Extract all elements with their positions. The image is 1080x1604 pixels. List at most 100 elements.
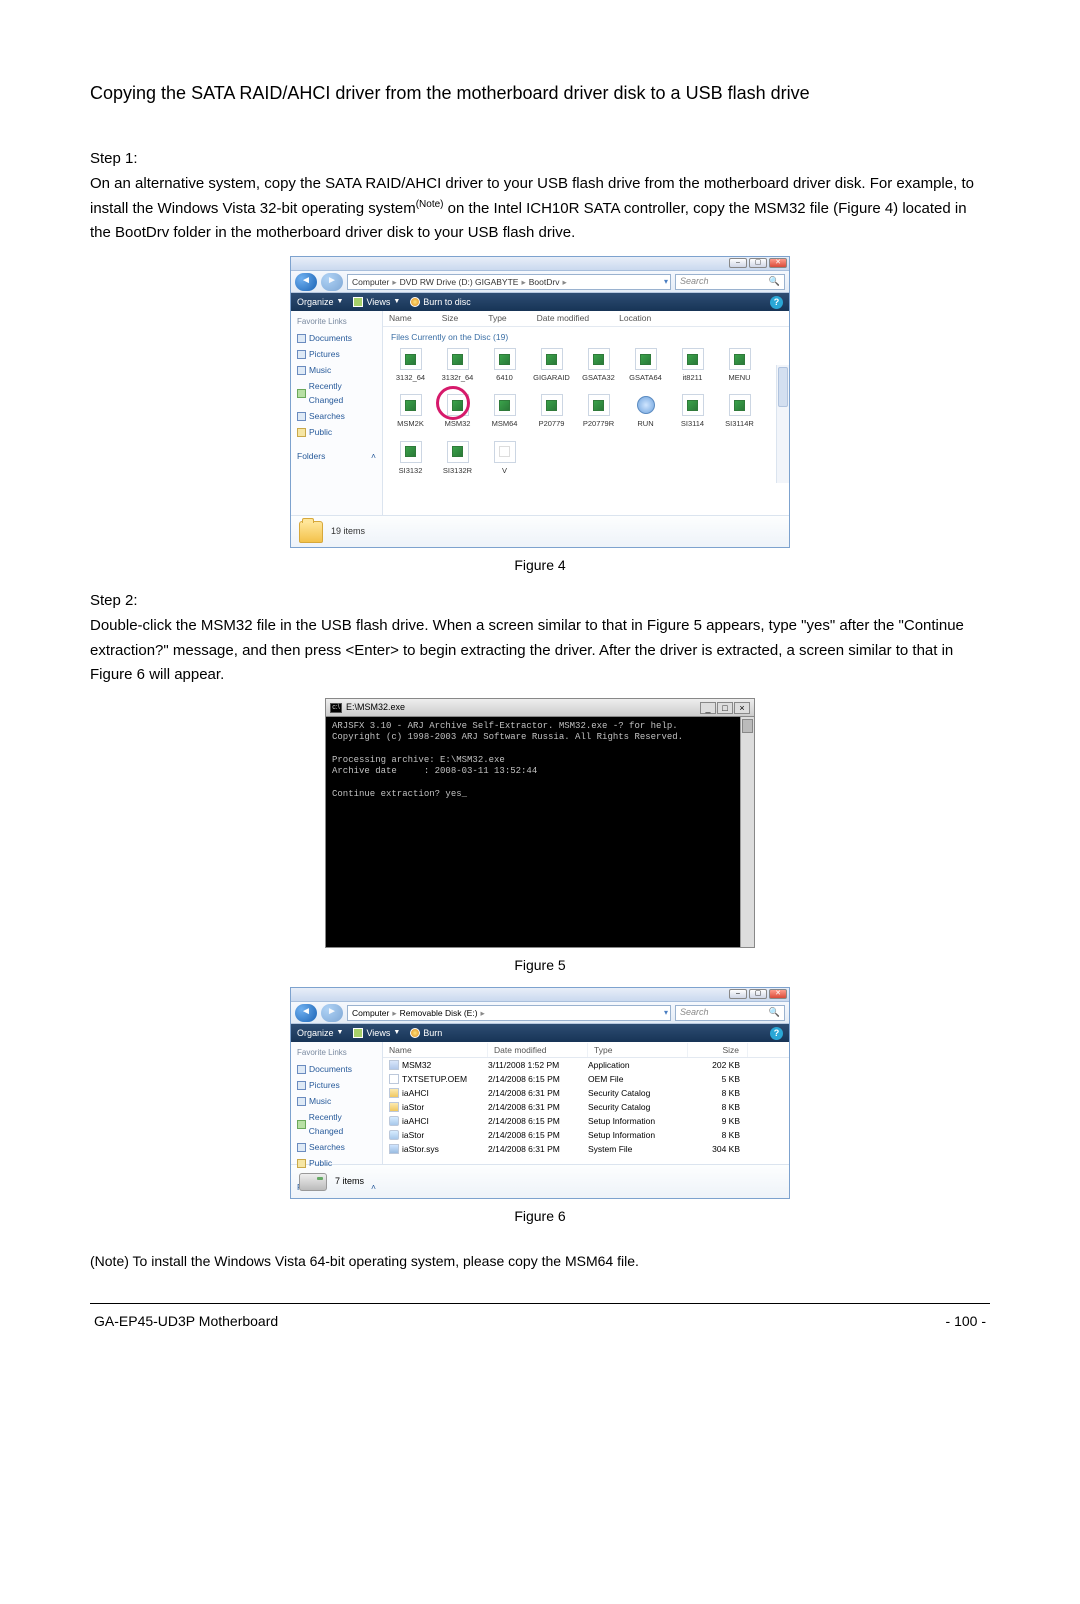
sidebar-item-icon xyxy=(297,1097,306,1106)
col-size[interactable]: Size xyxy=(688,1043,748,1057)
sidebar-item[interactable]: Pictures xyxy=(297,347,376,361)
file-date: 2/14/2008 6:15 PM xyxy=(488,1072,588,1086)
file-row[interactable]: iaStor2/14/2008 6:15 PMSetup Information… xyxy=(383,1128,789,1142)
file-row[interactable]: MSM323/11/2008 1:52 PMApplication202 KB xyxy=(383,1058,789,1072)
breadcrumb-path[interactable]: Computer▸DVD RW Drive (D:) GIGABYTE▸Boot… xyxy=(347,274,671,290)
file-item[interactable]: P20779 xyxy=(528,394,575,430)
column-header[interactable]: Size xyxy=(442,311,459,325)
file-row[interactable]: iaStor2/14/2008 6:31 PMSecurity Catalog8… xyxy=(383,1100,789,1114)
nav-back-button[interactable]: ◄ xyxy=(295,1004,317,1022)
minimize-button[interactable]: – xyxy=(729,989,747,999)
file-item[interactable]: SI3114 xyxy=(669,394,716,430)
nav-back-button[interactable]: ◄ xyxy=(295,273,317,291)
close-button[interactable]: ✕ xyxy=(769,258,787,268)
file-date: 2/14/2008 6:31 PM xyxy=(488,1100,588,1114)
file-item[interactable]: SI3132 xyxy=(387,441,434,477)
nav-forward-button[interactable]: ► xyxy=(321,273,343,291)
close-button[interactable]: ✕ xyxy=(769,989,787,999)
sidebar-item[interactable]: Public xyxy=(297,425,376,439)
file-item[interactable]: 3132_64 xyxy=(387,348,434,384)
sidebar-item[interactable]: Pictures xyxy=(297,1078,376,1092)
cmd-minimize-button[interactable]: _ xyxy=(700,702,716,714)
file-item[interactable]: 3132r_64 xyxy=(434,348,481,384)
file-item[interactable]: GIGARAID xyxy=(528,348,575,384)
file-size: 8 KB xyxy=(688,1086,748,1100)
step1-bootdrv: BootDrv xyxy=(115,224,169,241)
breadcrumb-segment[interactable]: Computer xyxy=(352,1006,389,1020)
file-label: SI3114 xyxy=(681,418,704,430)
file-row[interactable]: iaAHCI2/14/2008 6:31 PMSecurity Catalog8… xyxy=(383,1086,789,1100)
breadcrumb-segment[interactable]: Removable Disk (E:) xyxy=(400,1006,478,1020)
sidebar-item-label: Documents xyxy=(309,331,352,345)
nav-forward-button[interactable]: ► xyxy=(321,1004,343,1022)
burn-button[interactable]: Burn xyxy=(410,1026,442,1041)
file-item[interactable]: MENU xyxy=(716,348,763,384)
cmd-maximize-button[interactable]: □ xyxy=(717,702,733,714)
column-header[interactable]: Date modified xyxy=(537,311,589,325)
cmd-close-button[interactable]: × xyxy=(734,702,750,714)
breadcrumb-segment[interactable]: BootDrv xyxy=(529,275,560,289)
file-item[interactable]: MSM32 xyxy=(434,394,481,430)
sidebar-item[interactable]: Searches xyxy=(297,409,376,423)
figure5-cmd-window: c:\ E:\MSM32.exe _ □ × ARJSFX 3.10 - ARJ… xyxy=(325,698,755,948)
file-item[interactable]: MSM64 xyxy=(481,394,528,430)
dropdown-icon[interactable]: ▾ xyxy=(664,1006,668,1019)
file-label: 3132_64 xyxy=(396,372,425,384)
column-header[interactable]: Type xyxy=(488,311,506,325)
file-item[interactable]: SI3114R xyxy=(716,394,763,430)
window-titlebar: – ▢ ✕ xyxy=(291,257,789,271)
scrollbar-thumb[interactable] xyxy=(778,367,788,407)
sidebar-item[interactable]: Searches xyxy=(297,1140,376,1154)
file-item[interactable]: GSATA32 xyxy=(575,348,622,384)
maximize-button[interactable]: ▢ xyxy=(749,258,767,268)
maximize-button[interactable]: ▢ xyxy=(749,989,767,999)
sidebar-item[interactable]: Music xyxy=(297,1094,376,1108)
breadcrumb-segment[interactable]: DVD RW Drive (D:) GIGABYTE xyxy=(400,275,519,289)
file-item[interactable]: RUN xyxy=(622,394,669,430)
figure4-explorer-window: – ▢ ✕ ◄ ► Computer▸DVD RW Drive (D:) GIG… xyxy=(290,256,790,548)
sidebar-item[interactable]: Documents xyxy=(297,331,376,345)
cmd-scrollbar[interactable] xyxy=(740,717,754,947)
col-type[interactable]: Type xyxy=(588,1043,688,1057)
cmd-scrollbar-thumb[interactable] xyxy=(742,719,753,733)
minimize-button[interactable]: – xyxy=(729,258,747,268)
folders-header[interactable]: Folders˄ xyxy=(297,449,376,463)
file-icon xyxy=(541,394,563,416)
column-header[interactable]: Name xyxy=(389,311,412,325)
views-menu[interactable]: Views ▼ xyxy=(353,1026,400,1041)
file-item[interactable]: 6410 xyxy=(481,348,528,384)
organize-menu[interactable]: Organize ▼ xyxy=(297,1026,343,1041)
favorite-links-header: Favorite Links xyxy=(297,315,376,328)
col-name[interactable]: Name xyxy=(383,1043,488,1057)
sidebar-item[interactable]: Recently Changed xyxy=(297,379,376,407)
file-size: 304 KB xyxy=(688,1142,748,1156)
file-item[interactable]: it8211 xyxy=(669,348,716,384)
col-date[interactable]: Date modified xyxy=(488,1043,588,1057)
scrollbar[interactable] xyxy=(776,365,789,483)
file-item[interactable]: MSM2K xyxy=(387,394,434,430)
column-header[interactable]: Location xyxy=(619,311,651,325)
file-row[interactable]: TXTSETUP.OEM2/14/2008 6:15 PMOEM File5 K… xyxy=(383,1072,789,1086)
sidebar-item[interactable]: Public xyxy=(297,1156,376,1170)
figure5-caption: Figure 5 xyxy=(90,954,990,977)
sidebar-item[interactable]: Documents xyxy=(297,1062,376,1076)
file-item[interactable]: SI3132R xyxy=(434,441,481,477)
search-input[interactable]: Search 🔍 xyxy=(675,274,785,290)
search-input[interactable]: Search 🔍 xyxy=(675,1005,785,1021)
dropdown-icon[interactable]: ▾ xyxy=(664,275,668,288)
views-menu[interactable]: Views ▼ xyxy=(353,295,400,310)
file-row[interactable]: iaStor.sys2/14/2008 6:31 PMSystem File30… xyxy=(383,1142,789,1156)
file-item[interactable]: V xyxy=(481,441,528,477)
file-item[interactable]: P20779R xyxy=(575,394,622,430)
help-button[interactable]: ? xyxy=(770,296,783,309)
organize-menu[interactable]: Organize ▼ xyxy=(297,295,343,310)
sidebar-item[interactable]: Recently Changed xyxy=(297,1110,376,1138)
file-row[interactable]: iaAHCI2/14/2008 6:15 PMSetup Information… xyxy=(383,1114,789,1128)
help-button[interactable]: ? xyxy=(770,1027,783,1040)
burn-button[interactable]: Burn to disc xyxy=(410,295,471,310)
breadcrumb-segment[interactable]: Computer xyxy=(352,275,389,289)
breadcrumb-path[interactable]: Computer▸Removable Disk (E:)▸▾ xyxy=(347,1005,671,1021)
sidebar-item[interactable]: Music xyxy=(297,363,376,377)
file-item[interactable]: GSATA64 xyxy=(622,348,669,384)
file-name: iaStor xyxy=(402,1128,424,1142)
